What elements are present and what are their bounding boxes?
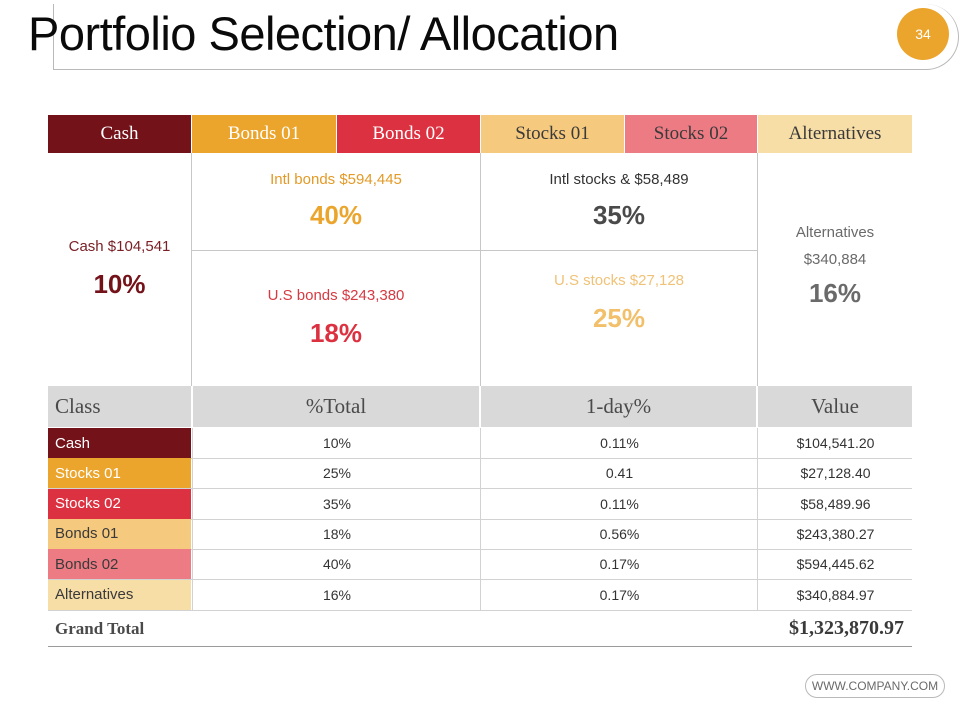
allocation-us-stocks-label: U.S stocks $27,128: [553, 272, 685, 289]
table-cell-value: $594,445.62: [757, 549, 913, 580]
grid-divider: [757, 153, 758, 386]
table-row: Alternatives 16% 0.17% $340,884.97: [48, 579, 913, 611]
table-cell-total: 10%: [192, 428, 481, 458]
table-cell-total: 40%: [192, 549, 481, 580]
allocation-us-bonds-percent: 18%: [309, 318, 363, 348]
band-bonds-02: Bonds 02: [337, 115, 480, 153]
table-row: Bonds 02 40% 0.17% $594,445.62: [48, 549, 913, 581]
allocation-intl-stocks: Intl stocks & $58,489 35%: [481, 171, 757, 231]
table-row: Bonds 01 18% 0.56% $243,380.27: [48, 518, 913, 550]
table-header-value: Value: [758, 386, 912, 427]
table-cell-value: $58,489.96: [757, 488, 913, 519]
table-cell-class: Stocks 01: [48, 458, 191, 489]
table-cell-1day: 0.17%: [480, 549, 758, 580]
allocation-intl-stocks-label: Intl stocks & $58,489: [549, 171, 689, 188]
table-cell-value: $243,380.27: [757, 518, 913, 549]
table-cell-1day: 0.41: [480, 458, 758, 489]
allocation-alternatives-amount: $340,884: [803, 251, 867, 268]
table-cell-total: 16%: [192, 579, 481, 610]
table-cell-value: $340,884.97: [757, 579, 913, 610]
allocation-intl-bonds: Intl bonds $594,445 40%: [192, 171, 480, 231]
allocation-us-stocks-percent: 25%: [592, 303, 646, 333]
page-title: Portfolio Selection/ Allocation: [28, 7, 619, 60]
footer-url[interactable]: WWW.COMPANY.COM: [805, 674, 945, 698]
table-header-1day: 1-day%: [481, 386, 756, 427]
allocation-alternatives-label: Alternatives: [795, 224, 875, 241]
title-frame: [53, 4, 959, 70]
table-cell-class: Stocks 02: [48, 488, 191, 519]
band-bonds-01: Bonds 01: [192, 115, 336, 153]
table-header-total: %Total: [193, 386, 479, 427]
table-cell-class: Bonds 01: [48, 518, 191, 549]
band-stocks-01: Stocks 01: [481, 115, 624, 153]
page-number-badge: 34: [897, 8, 949, 60]
allocation-cash-percent: 10%: [93, 269, 146, 299]
table-cell-class: Bonds 02: [48, 549, 191, 580]
allocation-us-bonds: U.S bonds $243,380 18%: [192, 287, 480, 349]
table-row: Stocks 01 25% 0.41 $27,128.40: [48, 458, 913, 490]
allocation-alternatives: Alternatives $340,884 16%: [758, 224, 912, 309]
table-cell-1day: 0.11%: [480, 428, 758, 458]
allocation-us-stocks: U.S stocks $27,128 25%: [481, 272, 757, 334]
table-cell-total: 35%: [192, 488, 481, 519]
allocation-cash: Cash $104,541 10%: [48, 238, 191, 300]
allocation-us-bonds-label: U.S bonds $243,380: [267, 287, 405, 304]
band-cash: Cash: [48, 115, 191, 153]
table-cell-1day: 0.56%: [480, 518, 758, 549]
table-cell-total: 25%: [192, 458, 481, 489]
allocation-intl-bonds-label: Intl bonds $594,445: [270, 171, 402, 188]
grand-total-row: Grand Total $1,323,870.97: [48, 611, 912, 647]
table-cell-value: $104,541.20: [757, 428, 913, 458]
table-cell-total: 18%: [192, 518, 481, 549]
grand-total-label: Grand Total: [55, 619, 145, 638]
table-cell-1day: 0.17%: [480, 579, 758, 610]
table-cell-1day: 0.11%: [480, 488, 758, 519]
band-stocks-02: Stocks 02: [625, 115, 757, 153]
table-row: Cash 10% 0.11% $104,541.20: [48, 428, 912, 459]
allocation-cash-label: Cash $104,541: [68, 238, 171, 255]
grid-divider: [192, 250, 757, 251]
grand-total-value: $1,323,870.97: [789, 617, 904, 639]
table-row: Stocks 02 35% 0.11% $58,489.96: [48, 488, 913, 520]
grid-divider: [191, 153, 192, 386]
table-cell-value: $27,128.40: [757, 458, 913, 489]
allocation-intl-stocks-percent: 35%: [592, 200, 646, 230]
table-cell-class: Cash: [48, 428, 191, 458]
allocation-intl-bonds-percent: 40%: [309, 200, 363, 230]
grid-divider: [480, 153, 481, 386]
band-alternatives: Alternatives: [758, 115, 912, 153]
table-header-class: Class: [48, 386, 191, 427]
allocation-alternatives-percent: 16%: [808, 278, 862, 308]
table-cell-class: Alternatives: [48, 579, 191, 610]
